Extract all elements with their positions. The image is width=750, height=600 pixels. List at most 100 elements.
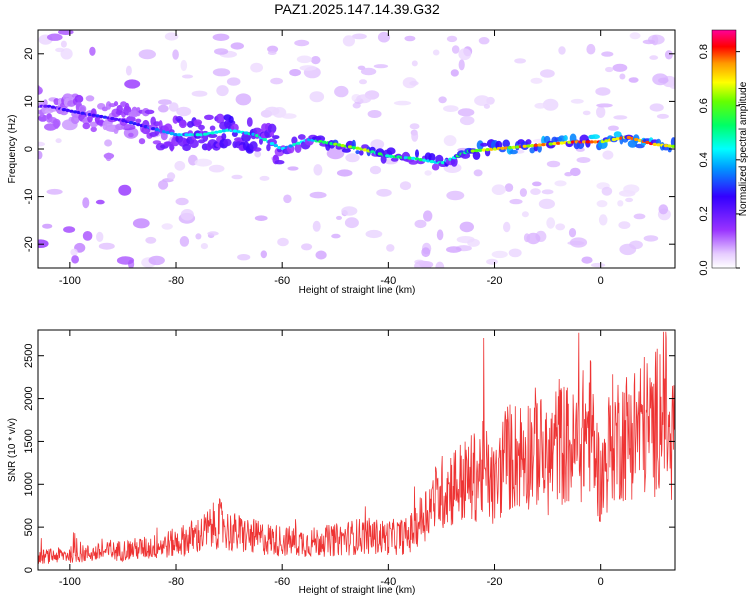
heatmap-cell	[209, 125, 216, 131]
heatmap-cell	[613, 131, 622, 138]
heatmap-cell	[174, 160, 186, 171]
heatmap-cell	[589, 140, 594, 144]
heatmap-cell	[629, 32, 641, 40]
heatmap-cell	[569, 237, 588, 248]
heatmap-cell	[450, 69, 459, 77]
heatmap-cell	[476, 140, 484, 151]
heatmap-cell	[522, 144, 527, 148]
heatmap-cell	[228, 115, 234, 124]
heatmap-cell	[82, 231, 93, 241]
heatmap-cell	[291, 136, 298, 145]
heatmap-cell	[267, 45, 279, 53]
heatmap-cell	[367, 110, 382, 118]
heatmap-cell	[46, 188, 63, 195]
heatmap-cell	[60, 40, 67, 48]
heatmap-cell	[176, 106, 192, 117]
heatmap-cell	[457, 108, 475, 117]
heatmap-cell	[351, 146, 356, 150]
heatmap-cell	[552, 142, 557, 146]
snr-x-ticks: -100 -80 -60 -40 -20 0	[59, 330, 604, 588]
heatmap-cell	[500, 146, 505, 150]
heatmap-cell	[203, 132, 208, 136]
colorbar-gradient	[712, 30, 736, 268]
heatmap-cell	[502, 139, 511, 148]
heatmap-cell	[135, 118, 142, 124]
heatmap-cell	[596, 103, 613, 108]
heatmap-cell	[376, 188, 392, 197]
heatmap-cell	[87, 114, 93, 123]
heatmap-cell	[563, 135, 568, 142]
heatmap-cell	[38, 86, 43, 95]
heatmap-cell	[601, 186, 613, 196]
heatmap-cell	[188, 133, 193, 137]
heatmap-cell	[181, 74, 194, 79]
heatmap-cell	[223, 138, 232, 147]
heatmap-cell	[90, 126, 97, 133]
heatmap-cell	[623, 184, 640, 194]
y-tick-label: 0	[23, 146, 35, 152]
heatmap-cell	[105, 152, 112, 162]
heatmap-cell	[585, 140, 591, 144]
heatmap-cell	[619, 243, 637, 256]
heatmap-cell	[596, 200, 608, 208]
heatmap-cell	[38, 150, 43, 160]
x-tick-label: -60	[274, 275, 290, 287]
heatmap-cell	[204, 114, 214, 121]
heatmap-cell	[409, 123, 420, 130]
heatmap-cell	[252, 147, 262, 152]
heatmap-cell	[179, 236, 190, 247]
heatmap-cell	[214, 48, 229, 55]
heatmap-cell	[74, 94, 84, 104]
heatmap-cell	[254, 150, 262, 158]
x-tick-label: 0	[598, 576, 604, 588]
heatmap-cell	[428, 153, 436, 162]
heatmap-cell	[642, 39, 656, 45]
heatmap-cell	[246, 117, 253, 127]
heatmap-cell	[451, 45, 460, 54]
heatmap-cell	[198, 124, 205, 131]
snr-frame	[37, 329, 676, 571]
heatmap-cell	[532, 181, 542, 187]
heatmap-cell	[177, 133, 182, 137]
chart-title: PAZ1.2025.147.14.39.G32	[274, 1, 440, 17]
heatmap-cell	[191, 90, 208, 97]
heatmap-cell	[138, 138, 146, 145]
heatmap-cell	[167, 172, 176, 181]
heatmap-cell	[411, 156, 416, 160]
heatmap-cell	[294, 39, 310, 47]
heatmap-cell	[628, 77, 639, 83]
heatmap-cell	[195, 233, 202, 240]
heatmap-cell	[605, 66, 614, 73]
x-tick-label: -100	[59, 275, 81, 287]
heatmap-cell	[231, 131, 238, 138]
heatmap-cell	[576, 157, 591, 163]
heatmap-cell	[509, 149, 518, 155]
colorbar: 0.0 0.2 0.4 0.6 0.8 Normalized spectral ampl…	[698, 29, 749, 276]
heatmap-cell	[132, 122, 137, 126]
x-tick-label: 0	[598, 275, 604, 287]
heatmap-cell	[89, 46, 96, 56]
heatmap-cell	[301, 243, 313, 251]
heatmap-cell	[534, 102, 547, 109]
heatmap-cell	[96, 231, 104, 242]
heatmap-cell	[671, 144, 675, 148]
heatmap-cell	[232, 129, 238, 133]
heatmap-cell	[515, 145, 520, 149]
heatmap-cell	[168, 102, 179, 112]
heatmap-cell	[270, 131, 275, 137]
heatmap-cell	[519, 188, 528, 197]
heatmap-cell	[450, 156, 458, 167]
heatmap-cell	[169, 143, 174, 152]
heatmap-cell	[138, 49, 156, 60]
heatmap-cell	[604, 139, 609, 143]
heatmap-cell	[596, 106, 606, 118]
y-tick-label: 1500	[23, 429, 35, 453]
snr-panel: -100 -80 -60 -40 -20 0 0 500 1000 1500 2000 2500 H…	[7, 329, 676, 596]
y-tick-label: 10	[23, 95, 35, 107]
x-tick-label: -100	[59, 576, 81, 588]
heatmap-cell	[359, 79, 367, 85]
heatmap-cell	[124, 124, 131, 129]
heatmap-cell	[321, 140, 327, 144]
heatmap-cell	[503, 221, 511, 233]
heatmap-cell	[504, 183, 514, 192]
